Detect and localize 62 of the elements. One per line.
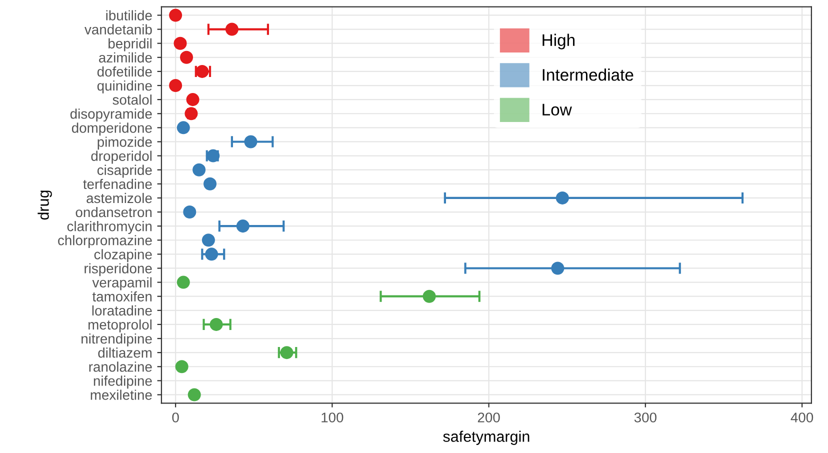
- point: [422, 290, 436, 303]
- legend-label: Low: [542, 104, 572, 116]
- point: [176, 121, 190, 134]
- y-tick-label: verapamil: [92, 277, 152, 290]
- y-tick-label: terfenadine: [83, 178, 152, 190]
- point: [556, 191, 569, 204]
- point: [188, 388, 201, 402]
- point: [551, 262, 564, 275]
- y-tick-label: nifedipine: [94, 376, 152, 389]
- y-axis-title: drug: [38, 190, 52, 220]
- point: [169, 79, 182, 92]
- point: [196, 64, 209, 78]
- y-tick-label: metoprolol: [88, 319, 152, 332]
- y-tick-label: disopyramide: [70, 108, 152, 122]
- point: [236, 220, 250, 233]
- x-tick-label: 400: [790, 412, 814, 422]
- point: [180, 50, 194, 64]
- y-tick-label: diltiazem: [98, 348, 152, 358]
- y-tick-label: ibutilide: [106, 10, 152, 20]
- point: [225, 22, 238, 36]
- x-tick-label: 100: [322, 412, 344, 422]
- x-tick-label: 300: [634, 412, 656, 422]
- y-tick-label: clozapine: [94, 249, 152, 262]
- point: [186, 93, 200, 106]
- point: [202, 234, 215, 247]
- y-tick-label: mexiletine: [90, 390, 152, 400]
- y-tick-label: ondansetron: [76, 206, 152, 218]
- y-tick-label: astemizole: [86, 192, 152, 204]
- y-tick-label: droperidol: [91, 150, 152, 164]
- point: [176, 276, 190, 289]
- y-tick-label: chlorpromazine: [58, 235, 152, 248]
- y-tick-label: bepridil: [108, 38, 152, 52]
- point: [244, 135, 258, 148]
- y-tick-label: cisapride: [97, 164, 152, 178]
- y-tick-label: risperidone: [84, 263, 152, 276]
- y-tick-label: loratadine: [92, 305, 152, 316]
- point: [184, 107, 198, 120]
- y-tick-label: dofetilide: [97, 66, 152, 77]
- point: [205, 248, 218, 261]
- x-tick-label: 0: [172, 412, 179, 422]
- y-tick-label: quinidine: [97, 80, 152, 94]
- point: [204, 177, 217, 190]
- y-tick-label: domperidone: [72, 122, 152, 136]
- legend-label: Intermediate: [542, 68, 634, 81]
- point: [210, 318, 223, 331]
- y-tick-label: nitrendipine: [82, 333, 152, 346]
- y-tick-label: ranolazine: [89, 362, 152, 372]
- x-tick-label: 200: [478, 412, 500, 422]
- y-tick-label: tamoxifen: [92, 291, 152, 302]
- y-tick-label: clarithromycin: [67, 221, 152, 234]
- point: [183, 206, 196, 219]
- point: [169, 8, 182, 22]
- y-tick-label: sotalol: [112, 94, 152, 105]
- y-tick-label: vandetanib: [84, 24, 152, 34]
- point: [192, 163, 206, 176]
- point: [175, 360, 188, 374]
- point: [280, 346, 294, 360]
- y-tick-label: pimozide: [98, 136, 152, 150]
- y-tick-label: azimilide: [98, 52, 152, 63]
- point: [174, 36, 187, 50]
- legend-label: High: [542, 34, 575, 50]
- x-axis-title: safetymargin: [443, 430, 530, 445]
